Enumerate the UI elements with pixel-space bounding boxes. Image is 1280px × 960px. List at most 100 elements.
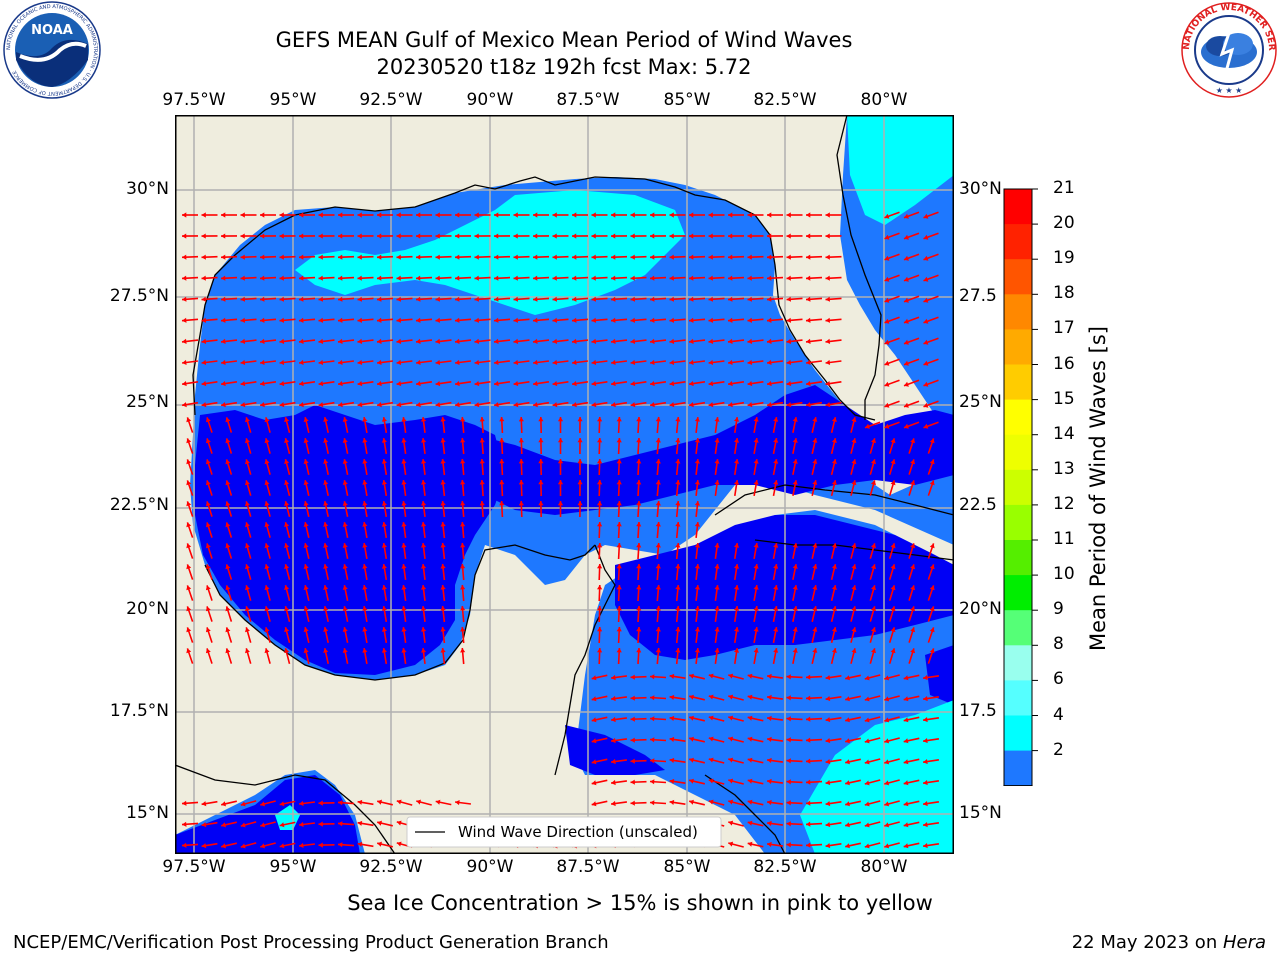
wind-wave-arrowhead (694, 627, 700, 632)
wind-wave-arrowhead (186, 459, 192, 465)
wind-wave-arrowhead (650, 254, 655, 260)
wind-wave-arrowhead (773, 543, 779, 548)
wind-wave-arrowhead (513, 359, 519, 365)
wind-wave-arrowhead (279, 402, 285, 408)
wind-wave-arrowhead (245, 438, 250, 444)
wind-wave-arrowhead (318, 254, 323, 260)
wind-wave-arrowhead (904, 255, 909, 261)
wind-wave-arrowhead (806, 296, 811, 302)
wind-wave-arrowhead (708, 799, 714, 805)
wind-wave-arrowhead (225, 480, 231, 486)
wind-wave-arrowhead (513, 233, 518, 239)
wind-wave-arrowhead (377, 338, 382, 344)
wind-wave-arrowhead (630, 402, 636, 408)
wind-wave-arrowhead (338, 233, 343, 239)
noaa-logo: NOAA NATIONAL OCEANIC AND ATMOSPHERIC AD… (3, 1, 101, 99)
wind-wave-arrowhead (245, 606, 250, 612)
wind-wave-arrowhead (773, 627, 779, 632)
wind-wave-arrowhead (225, 606, 231, 612)
wind-wave-arrowhead (825, 402, 831, 408)
wind-wave-arrowhead (714, 417, 720, 422)
wind-wave-arrowhead (767, 381, 772, 387)
wind-wave-arrowhead (786, 338, 792, 344)
wind-wave-arrowhead (650, 275, 655, 281)
wind-wave-arrowhead (786, 359, 792, 365)
wind-wave-arrowhead (904, 360, 909, 366)
wind-wave-arrowhead (650, 402, 655, 408)
wind-wave-arrowhead (904, 297, 909, 303)
wind-wave-arrowhead (611, 674, 616, 681)
wind-wave-arrowhead (474, 359, 480, 365)
wind-wave-arrowhead (284, 606, 290, 611)
wind-wave-arrowhead (904, 402, 909, 408)
wind-wave-arrowhead (577, 459, 583, 464)
wind-wave-arrowhead (416, 275, 421, 281)
wind-wave-arrowhead (240, 212, 245, 218)
wind-wave-arrowhead (455, 317, 460, 323)
wind-wave-arrowhead (708, 736, 714, 742)
colorbar-frame (1003, 188, 1033, 786)
wind-wave-arrows (181, 211, 940, 849)
wind-wave-arrowhead (318, 381, 324, 387)
wind-wave-arrowhead (728, 715, 734, 721)
wind-wave-arrowhead (904, 276, 909, 282)
wind-wave-arrowhead (630, 254, 635, 260)
wind-wave-arrowhead (552, 296, 557, 302)
wind-wave-arrowhead (904, 234, 909, 240)
wind-wave-arrowhead (806, 695, 811, 701)
colorbar-tick-label: 6 (1053, 669, 1064, 690)
wind-wave-arrowhead (786, 758, 791, 764)
wind-wave-arrowhead (494, 233, 499, 239)
wind-wave-arrowhead (416, 359, 421, 365)
wind-wave-arrowhead (201, 822, 207, 828)
wind-wave-arrowhead (279, 359, 285, 365)
wind-wave-arrowhead (591, 759, 597, 765)
wind-wave-arrowhead (812, 585, 818, 590)
wind-wave-arrowhead (591, 780, 597, 786)
wind-wave-arrowhead (381, 648, 387, 653)
wind-wave-arrowhead (611, 275, 616, 281)
wind-wave-arrowhead (303, 522, 309, 527)
wind-wave-arrowhead (435, 338, 441, 344)
wind-wave-arrowhead (616, 459, 622, 464)
wind-wave-arrowhead (773, 585, 779, 590)
wind-wave-arrowhead (884, 717, 890, 723)
wind-wave-arrowhead (655, 585, 661, 590)
wind-wave-arrowhead (708, 673, 714, 679)
wind-wave-arrowhead (708, 338, 714, 344)
wind-wave-arrowhead (890, 480, 896, 486)
wind-wave-arrowhead (186, 564, 192, 570)
wind-wave-arrowhead (825, 275, 830, 281)
wind-wave-arrowhead (611, 381, 616, 387)
graticule (175, 115, 954, 854)
wind-wave-arrowhead (205, 459, 211, 465)
wind-wave-arrowhead (734, 585, 740, 590)
wind-wave-arrowhead (714, 648, 720, 653)
lat-tick-left: 15°N (126, 803, 169, 823)
wind-wave-arrowhead (396, 338, 402, 344)
wind-wave-arrowhead (812, 459, 818, 464)
wind-wave-arrowhead (338, 296, 343, 302)
wind-wave-arrowhead (538, 480, 544, 485)
wind-wave-arrowhead (513, 317, 518, 323)
wind-wave-arrowhead (747, 317, 752, 323)
wind-wave-arrowhead (303, 438, 309, 443)
wind-wave-arrowhead (630, 338, 636, 344)
wind-wave-arrowhead (479, 459, 485, 464)
direction-legend: Wind Wave Direction (unscaled) (406, 816, 722, 848)
wind-wave-arrowhead (767, 736, 772, 742)
wind-wave-arrowhead (201, 275, 206, 281)
wind-wave-arrowhead (264, 522, 270, 528)
wind-wave-arrowhead (318, 338, 324, 344)
wind-wave-arrowhead (773, 480, 779, 485)
wind-wave-arrowhead (205, 606, 211, 612)
wind-wave-arrowhead (421, 501, 427, 506)
wind-wave-arrowhead (338, 212, 343, 218)
wind-wave-arrowhead (825, 822, 831, 828)
wind-wave-arrowhead (806, 359, 811, 365)
wind-wave-arrowhead (362, 522, 368, 527)
wind-wave-arrowhead (773, 648, 779, 653)
colorbar-tick-label: 20 (1053, 213, 1075, 234)
wind-wave-arrowhead (240, 317, 245, 323)
wind-wave-arrowhead (871, 438, 876, 444)
